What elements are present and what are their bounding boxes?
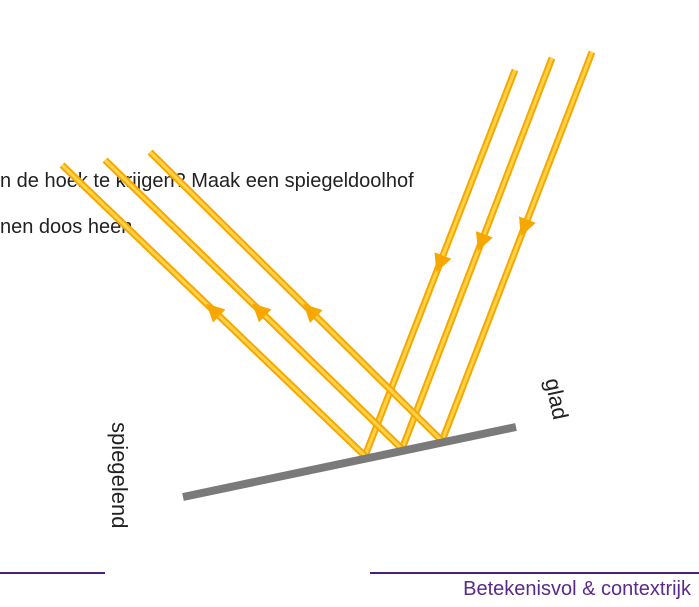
label-smooth: glad: [540, 376, 573, 422]
page: n de hoek te krijgen? Maak een spiegeldo…: [0, 0, 699, 607]
light-rays: [62, 52, 592, 456]
ray-part: [150, 152, 442, 441]
footer-text: Betekenisvol & contextrijk: [463, 578, 691, 601]
ray-part: [402, 58, 552, 449]
ray-part: [442, 52, 592, 441]
label-mirror: spiegelend: [107, 422, 132, 528]
reflection-figure: glad spiegelend: [0, 0, 699, 607]
